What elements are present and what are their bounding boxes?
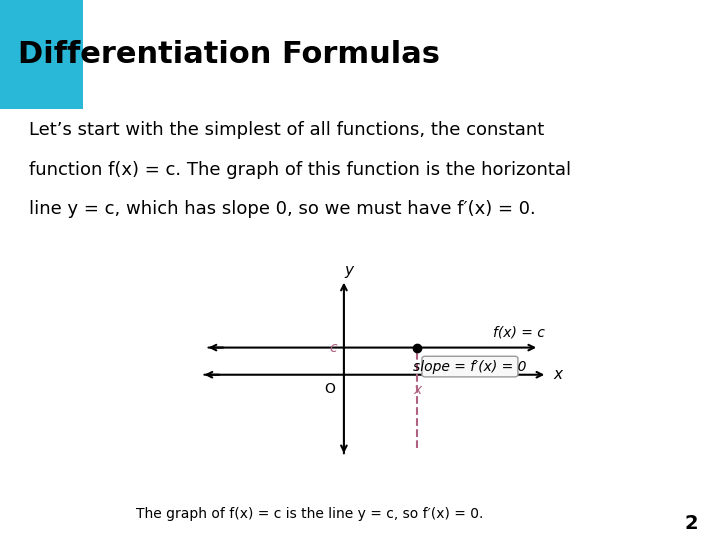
Text: slope = f′(x) = 0: slope = f′(x) = 0 <box>413 360 527 374</box>
Text: y: y <box>344 264 354 278</box>
FancyBboxPatch shape <box>0 0 83 109</box>
Text: Differentiation Formulas: Differentiation Formulas <box>18 40 440 69</box>
Text: O: O <box>324 382 335 395</box>
Text: c: c <box>329 341 336 355</box>
Text: x: x <box>553 367 562 382</box>
FancyBboxPatch shape <box>422 356 518 377</box>
Text: f(x) = c: f(x) = c <box>493 326 545 340</box>
Text: function f(x) = c. The graph of this function is the horizontal: function f(x) = c. The graph of this fun… <box>29 160 571 179</box>
Text: 2: 2 <box>685 515 698 534</box>
Text: The graph of f(x) = c is the line y = c, so f′(x) = 0.: The graph of f(x) = c is the line y = c,… <box>136 507 483 521</box>
Text: x: x <box>413 383 421 397</box>
Text: Let’s start with the simplest of all functions, the constant: Let’s start with the simplest of all fun… <box>29 121 544 139</box>
Text: line y = c, which has slope 0, so we must have f′(x) = 0.: line y = c, which has slope 0, so we mus… <box>29 200 536 218</box>
